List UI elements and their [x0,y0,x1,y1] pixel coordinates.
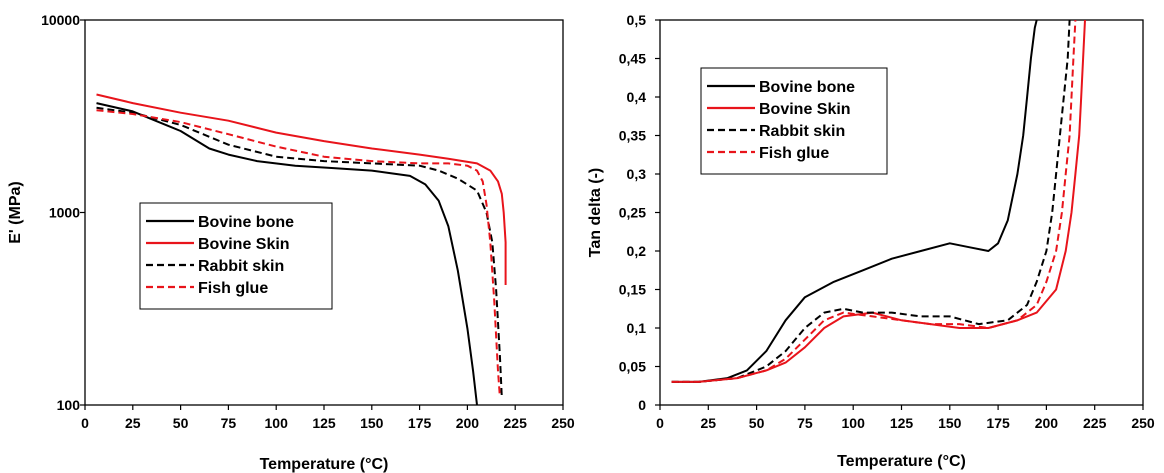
y-tick-label: 0,35 [619,128,646,144]
series-line-bovine-skin [671,20,1086,383]
series-line-fish-glue [671,20,1077,383]
x-tick-label: 125 [312,415,336,431]
legend-label: Bovine Skin [759,101,851,118]
x-tick-label: 100 [265,415,289,431]
y-tick-label: 0,5 [627,12,647,28]
x-tick-label: 75 [797,415,813,431]
legend-label: Bovine bone [759,79,855,96]
x-tick-label: 25 [125,415,141,431]
x-tick-label: 150 [360,415,384,431]
legend-label: Bovine bone [198,214,294,231]
y-tick-label: 0,4 [627,89,647,105]
x-tick-label: 250 [1131,415,1155,431]
x-tick-label: 100 [842,415,866,431]
x-tick-label: 125 [890,415,914,431]
y-axis-title: Tan delta (-) [587,168,604,257]
y-tick-label: 1000 [49,205,80,221]
chart-tan-delta: 0 25 50 75 100 125 150 175 200 225 250 0 0,05 0,1 0,15… [587,12,1155,470]
x-tick-label: 175 [986,415,1010,431]
y-tick-label: 0,45 [619,51,646,67]
y-tick-label: 100 [57,397,81,413]
x-tick-label: 225 [504,415,528,431]
x-tick-label: 200 [1035,415,1059,431]
series-line-rabbit-skin [96,106,503,398]
x-tick-label: 0 [81,415,89,431]
y-tick-label: 0,25 [619,205,646,221]
series-line-rabbit-skin [671,20,1071,383]
y-tick-label: 0,2 [627,243,647,259]
series-line-fish-glue [96,109,501,398]
x-tick-label: 50 [749,415,765,431]
y-tick-label: 10000 [41,12,80,28]
x-axis-title: Temperature (°C) [837,453,966,470]
y-tick-label: 0,1 [627,320,647,336]
x-axis-title: Temperature (°C) [260,456,389,473]
x-tick-label: 75 [221,415,237,431]
y-tick-label: 0,15 [619,282,646,298]
y-axis-title: E' (MPa) [7,181,24,243]
legend-label: Rabbit skin [759,123,845,140]
series-line-bovine-skin [96,93,507,285]
x-tick-label: 200 [456,415,480,431]
x-tick-label: 25 [701,415,717,431]
legend-label: Bovine Skin [198,236,290,253]
x-tick-label: 225 [1083,415,1107,431]
y-tick-label: 0,05 [619,359,646,375]
y-tick-label: 0 [638,397,646,413]
x-tick-label: 175 [408,415,432,431]
x-tick-label: 250 [551,415,575,431]
legend-label: Fish glue [198,280,268,297]
chart-storage-modulus: 0 25 50 75 100 125 150 175 200 225 250 100 1000 10000… [7,12,575,473]
x-tick-label: 0 [656,415,664,431]
y-tick-label: 0,3 [627,166,647,182]
x-tick-label: 50 [173,415,189,431]
legend-label: Rabbit skin [198,258,284,275]
series-line-bovine-bone [96,102,478,405]
x-tick-label: 150 [938,415,962,431]
series-line-bovine-bone [671,20,1038,383]
legend-label: Fish glue [759,145,829,162]
